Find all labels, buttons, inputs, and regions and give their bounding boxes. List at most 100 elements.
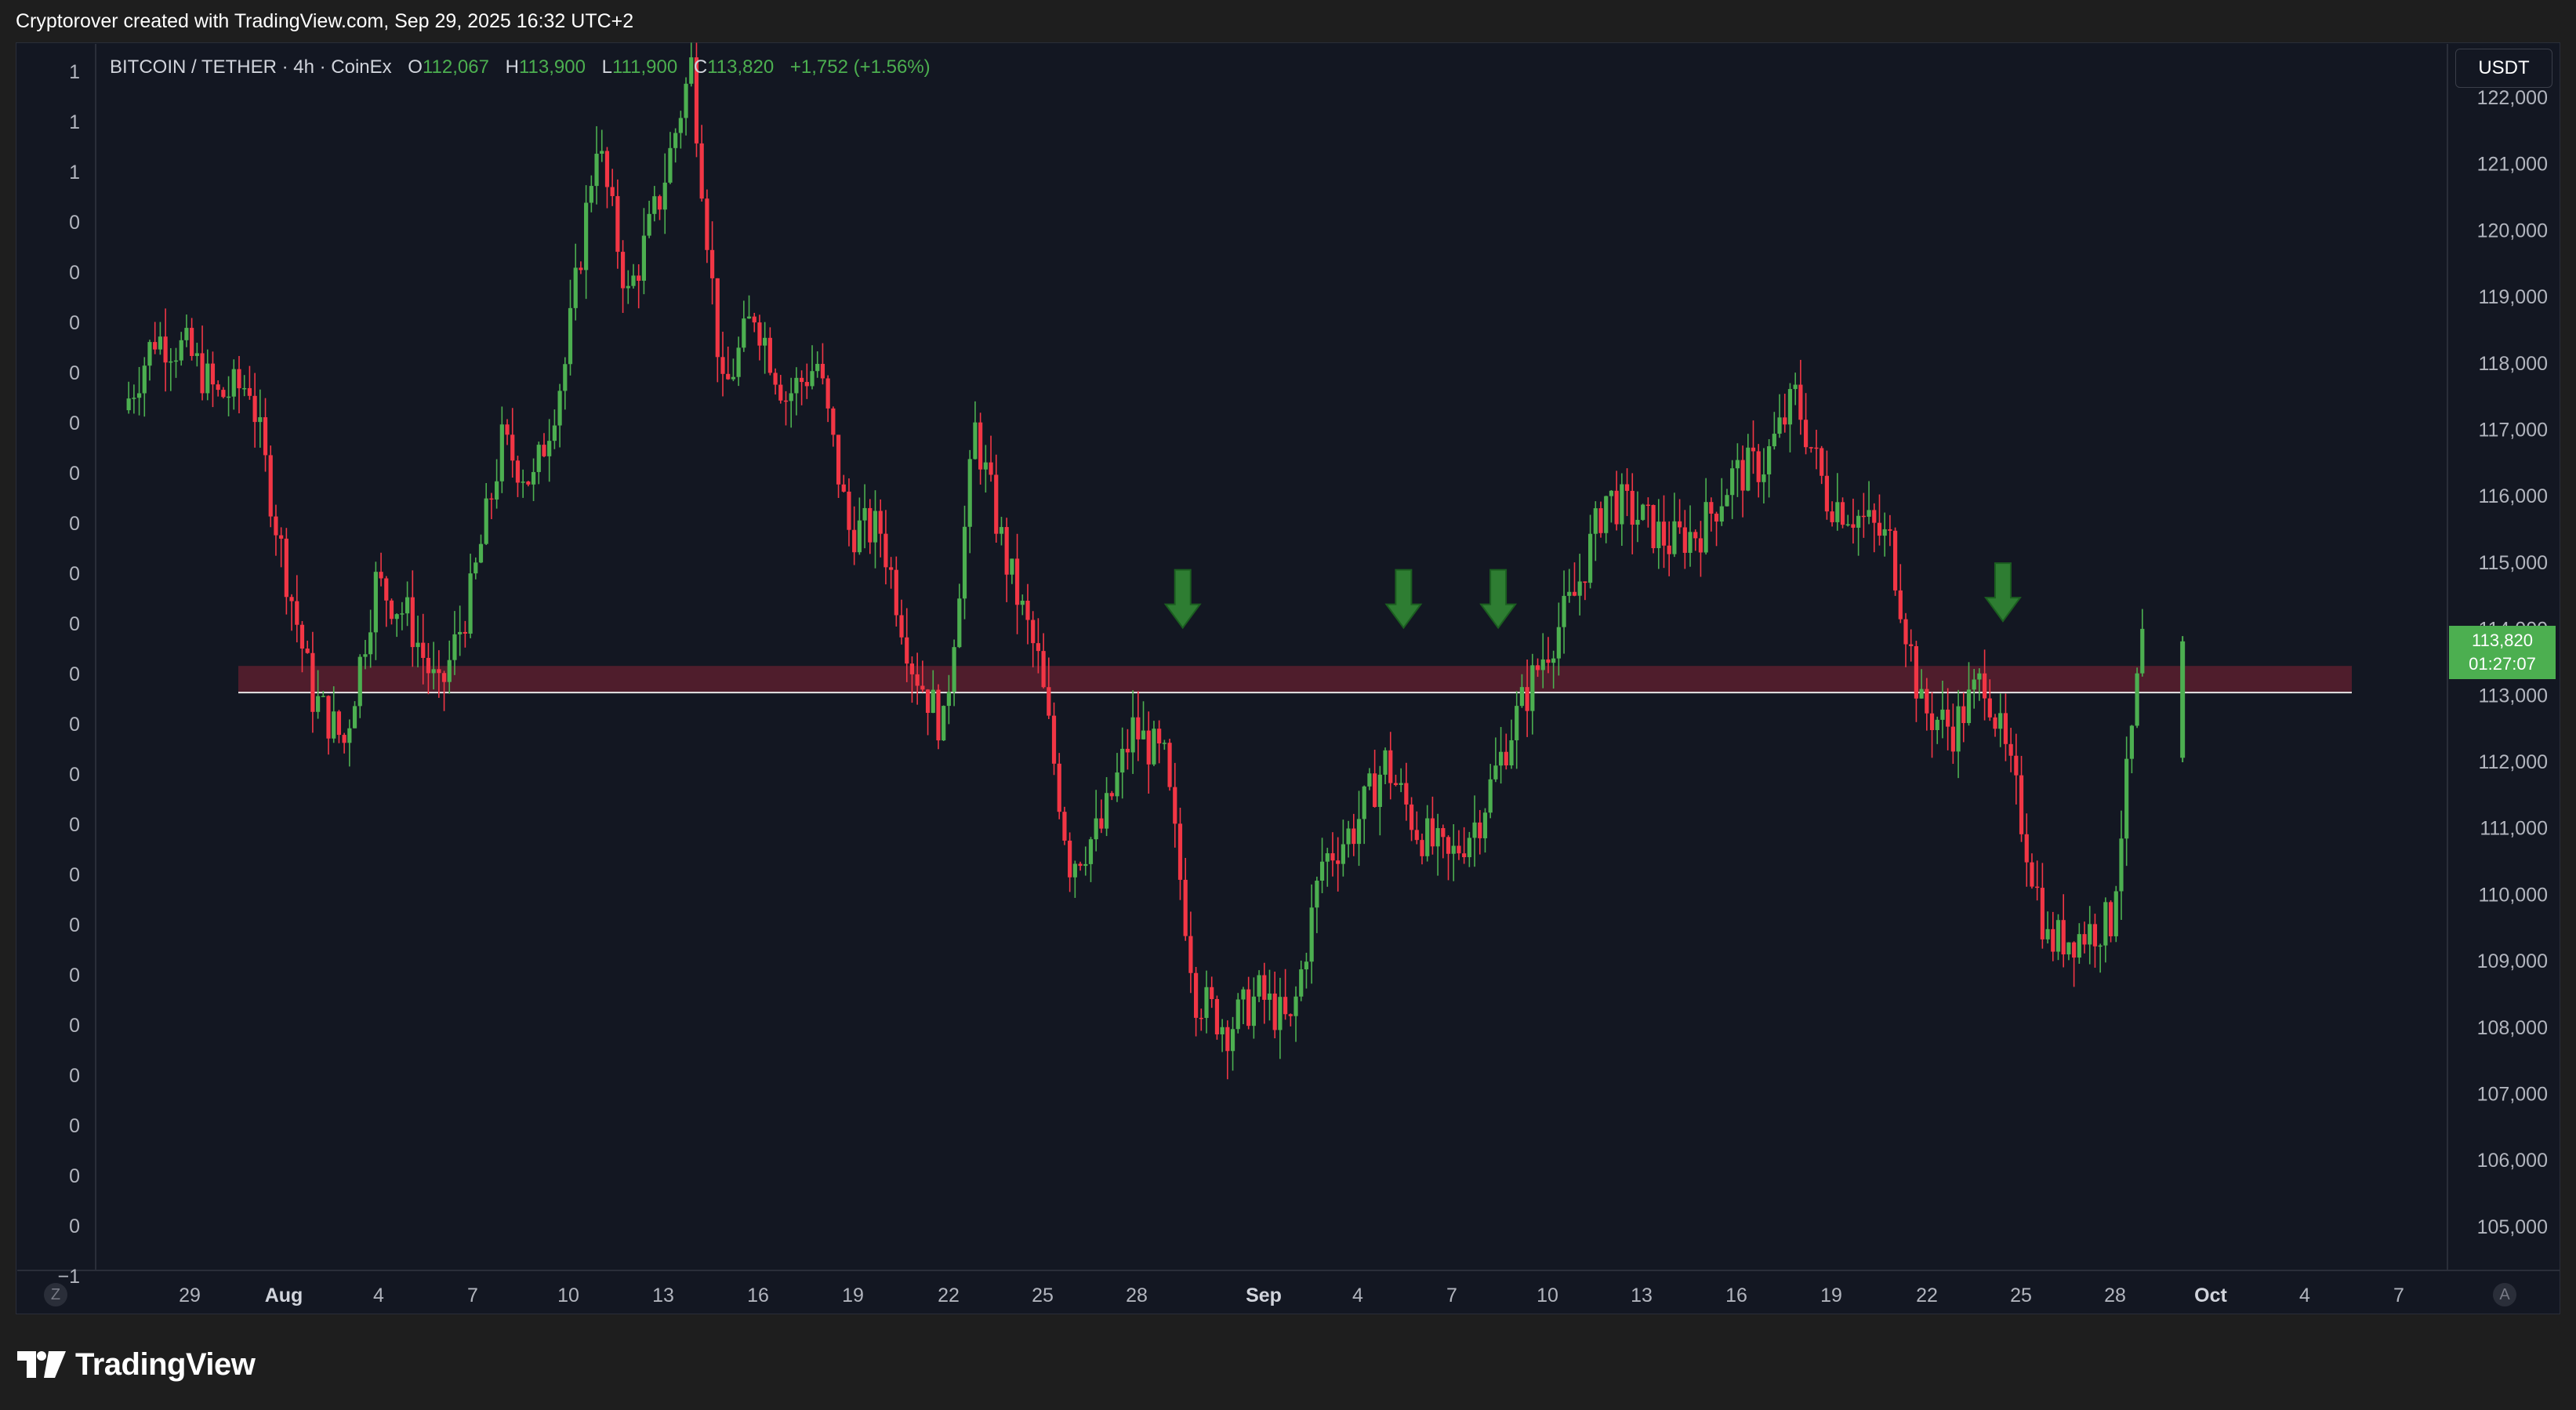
candle-body <box>899 615 904 638</box>
time-tick-label: 10 <box>557 1285 579 1306</box>
auto-scale-button[interactable]: A <box>2493 1283 2516 1306</box>
candle-body <box>610 187 615 197</box>
candle-body <box>194 353 199 356</box>
candle-body <box>763 337 767 346</box>
candle-body <box>1509 740 1514 765</box>
candle-body <box>1861 515 1866 518</box>
support-zone <box>238 666 2352 693</box>
candle-body <box>505 424 510 435</box>
candle-body <box>600 151 604 154</box>
candle-body <box>920 685 925 690</box>
left-tick-label: 0 <box>69 914 80 936</box>
time-tick-label: Oct <box>2194 1285 2227 1306</box>
candle-body <box>1993 717 1997 729</box>
candle-body <box>736 347 741 377</box>
credit-text: Cryptorover created with TradingView.com… <box>16 9 634 32</box>
candle-body <box>1425 818 1430 856</box>
candle-body <box>1336 860 1341 864</box>
candle-body <box>767 337 772 373</box>
candle-body <box>1987 698 1992 718</box>
ohlc-legend: BITCOIN / TETHER · 4h · CoinEx O112,067 … <box>110 56 931 78</box>
candle-body <box>1961 706 1966 724</box>
left-tick-label: 0 <box>69 1065 80 1087</box>
price-tick-label: 116,000 <box>2478 485 2548 507</box>
candle-body <box>1735 460 1740 469</box>
candle-body <box>983 462 988 470</box>
price-tick-label: 106,000 <box>2477 1150 2548 1172</box>
candle-body <box>883 533 888 568</box>
candle-body <box>373 572 378 633</box>
left-tick-label: 0 <box>69 1216 80 1237</box>
candle-body <box>210 363 216 385</box>
candle-body <box>1530 665 1535 711</box>
candle-body <box>216 384 220 391</box>
left-tick-label: 0 <box>69 613 80 635</box>
candle-body <box>384 578 389 601</box>
candle-body <box>1998 713 2003 729</box>
candle-body <box>1856 515 1861 528</box>
candle-body <box>1572 591 1577 596</box>
candle-body <box>1441 827 1446 838</box>
candle-body <box>615 196 620 253</box>
candle-body <box>2180 641 2186 758</box>
candle-body <box>1068 840 1072 878</box>
candle-body <box>441 673 447 682</box>
candle-body <box>1409 804 1414 830</box>
zoom-reset-button[interactable]: Z <box>44 1283 67 1306</box>
candle-body <box>557 391 562 426</box>
candle-body <box>1620 484 1624 525</box>
candle-body <box>794 377 799 394</box>
left-tick-label: 0 <box>69 312 80 334</box>
left-tick-label: 1 <box>69 111 80 133</box>
low-value: 111,900 <box>611 56 678 78</box>
tradingview-logo-icon <box>17 1351 66 1378</box>
candle-body <box>1399 783 1403 785</box>
candle-body <box>1698 538 1703 553</box>
time-tick-label: 13 <box>1631 1285 1653 1306</box>
candle-body <box>2098 945 2103 947</box>
time-tick-label: 28 <box>2104 1285 2126 1306</box>
candle-body <box>163 336 168 363</box>
candle-body <box>978 422 983 470</box>
candle-body <box>1519 687 1525 707</box>
candle-body <box>1630 490 1634 525</box>
candle-body <box>1656 521 1661 549</box>
left-tick-label: 0 <box>69 212 80 234</box>
arrow-down-icon <box>1479 569 1518 630</box>
candle-body <box>2077 934 2081 958</box>
candle-body <box>279 535 284 539</box>
candle-body <box>1525 687 1529 711</box>
candle-body <box>662 182 667 210</box>
candle-body <box>2113 891 2118 936</box>
candle-body <box>153 342 158 350</box>
candle-body <box>1241 989 1246 1000</box>
candle-body <box>1867 510 1871 517</box>
candle-body <box>394 614 399 620</box>
candle-body <box>310 652 315 712</box>
candle-body <box>1577 581 1582 596</box>
candle-body <box>568 307 573 365</box>
candle-body <box>1152 729 1156 765</box>
candle-body <box>1651 505 1656 549</box>
candle-body <box>1540 659 1545 670</box>
candle-body <box>2045 928 2050 939</box>
candle-body <box>510 434 515 461</box>
candle-body <box>1820 448 1824 476</box>
candle-body <box>1488 779 1493 813</box>
candle-body <box>1946 709 1950 727</box>
candle-body <box>1882 529 1887 536</box>
candle-body <box>463 631 467 634</box>
candle-body <box>1235 999 1240 1030</box>
left-tick-label: 0 <box>69 663 80 685</box>
candle-body <box>1414 830 1419 841</box>
tradingview-logo[interactable]: TradingView <box>17 1344 256 1385</box>
candle-body <box>857 520 862 553</box>
candle-body <box>1693 532 1698 539</box>
candle-body <box>1346 828 1351 845</box>
candle-body <box>1088 839 1094 864</box>
candle-body <box>1136 717 1141 740</box>
currency-unit-button[interactable]: USDT <box>2455 49 2552 88</box>
candle-body <box>1515 706 1519 740</box>
candle-body <box>1593 508 1598 534</box>
